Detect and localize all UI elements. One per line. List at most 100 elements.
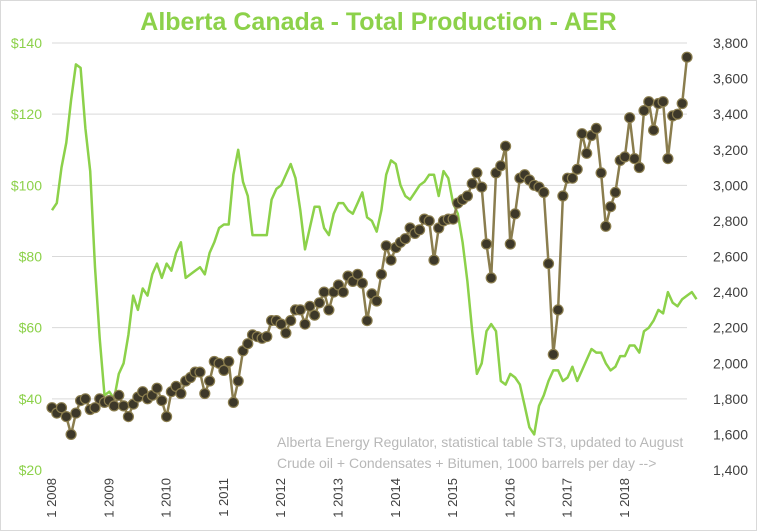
y-right-tick-label: 3,400 <box>713 106 748 122</box>
production-point <box>318 286 330 298</box>
production-point <box>647 124 660 136</box>
production-point <box>485 272 497 284</box>
production-point <box>557 190 569 202</box>
production-point <box>151 382 163 394</box>
production-point <box>337 286 349 298</box>
x-tick-label: 1 2017 <box>560 478 575 518</box>
x-tick-label: 1 2013 <box>330 478 345 518</box>
production-point <box>113 389 125 401</box>
production-point <box>414 224 426 236</box>
production-point <box>385 254 397 266</box>
production-point <box>633 161 645 174</box>
production-point <box>261 331 273 343</box>
series-layer <box>46 51 698 440</box>
y-left-tick-label: $140 <box>11 35 42 51</box>
production-point <box>65 428 77 440</box>
production-point <box>275 318 287 330</box>
production-point <box>547 348 559 360</box>
production-point <box>495 160 507 172</box>
production-point <box>423 215 435 227</box>
production-point <box>624 112 636 124</box>
production-point <box>375 268 387 280</box>
x-tick-label: 1 2014 <box>388 478 403 518</box>
x-tick-label: 1 2015 <box>445 478 460 518</box>
production-point <box>122 411 134 423</box>
production-point <box>576 128 588 140</box>
production-point <box>571 163 583 175</box>
production-point <box>681 51 693 63</box>
y-left-tick-label: $20 <box>19 462 43 478</box>
production-point <box>313 297 325 309</box>
production-point <box>609 186 622 198</box>
x-tick-label: 1 2009 <box>101 478 116 518</box>
right-axis-ticks: 1,400 1,600 1,800 2,000 2,200 2,400 2,600 2,800… <box>713 35 748 478</box>
production-point <box>628 153 641 165</box>
y-left-tick-label: $100 <box>11 177 42 193</box>
y-left-tick-label: $120 <box>11 106 42 122</box>
production-point <box>552 304 564 316</box>
production-point <box>323 304 335 316</box>
y-left-tick-label: $40 <box>19 391 43 407</box>
production-point <box>581 147 593 159</box>
production-point <box>619 151 631 163</box>
chart-title: Alberta Canada - Total Production - AER <box>140 8 617 36</box>
production-point <box>356 277 368 289</box>
production-point <box>595 167 607 179</box>
y-right-tick-label: 3,200 <box>713 142 748 158</box>
annotation-source: Alberta Energy Regulator, statistical ta… <box>277 434 683 450</box>
production-point <box>204 375 216 387</box>
y-right-tick-label: 3,000 <box>713 177 748 193</box>
production-point <box>79 393 92 405</box>
left-axis-ticks: $20 $40 $60 $80 $100 $120 $140 <box>11 35 42 478</box>
production-point <box>500 140 512 152</box>
y-right-tick-label: 1,600 <box>713 426 748 442</box>
production-point <box>509 208 521 220</box>
production-point <box>643 96 655 108</box>
production-point <box>504 238 516 250</box>
production-point <box>480 238 493 250</box>
production-point <box>604 201 617 213</box>
production-point <box>471 167 483 179</box>
production-point <box>447 213 459 225</box>
y-right-tick-label: 2,000 <box>713 355 748 371</box>
production-point <box>304 300 316 312</box>
x-tick-label: 1 2016 <box>502 478 517 518</box>
production-point <box>380 240 392 252</box>
production-point <box>461 190 473 202</box>
production-point <box>227 396 239 408</box>
production-point <box>175 387 187 400</box>
x-tick-label: 1 2011 <box>216 478 231 517</box>
production-point <box>223 355 235 368</box>
production-point <box>70 407 82 419</box>
x-tick-label: 1 2010 <box>159 478 174 518</box>
production-point <box>676 97 688 110</box>
production-point <box>218 364 230 376</box>
production-point <box>371 295 383 307</box>
x-tick-label: 1 2008 <box>44 478 59 518</box>
production-point <box>662 153 674 165</box>
production-point <box>671 108 684 120</box>
production-point <box>117 400 130 412</box>
production-point <box>590 122 602 134</box>
production-point <box>242 338 254 350</box>
production-point <box>600 220 612 232</box>
production-point <box>232 375 244 387</box>
production-point <box>60 411 72 423</box>
y-right-tick-label: 2,800 <box>713 213 748 229</box>
x-tick-label: 1 2018 <box>617 478 632 518</box>
production-point <box>294 304 306 316</box>
production-point <box>156 395 168 407</box>
production-point <box>399 233 411 245</box>
production-point <box>161 411 173 423</box>
y-right-tick-label: 3,800 <box>713 35 748 51</box>
production-point <box>285 315 297 327</box>
production-point <box>542 258 555 270</box>
y-right-tick-label: 2,200 <box>713 320 748 336</box>
production-point <box>199 387 211 400</box>
y-right-tick-label: 1,400 <box>713 462 748 478</box>
production-point <box>194 366 206 378</box>
grid-lines <box>52 42 687 400</box>
production-point <box>476 181 488 193</box>
y-left-tick-label: $60 <box>19 320 43 336</box>
